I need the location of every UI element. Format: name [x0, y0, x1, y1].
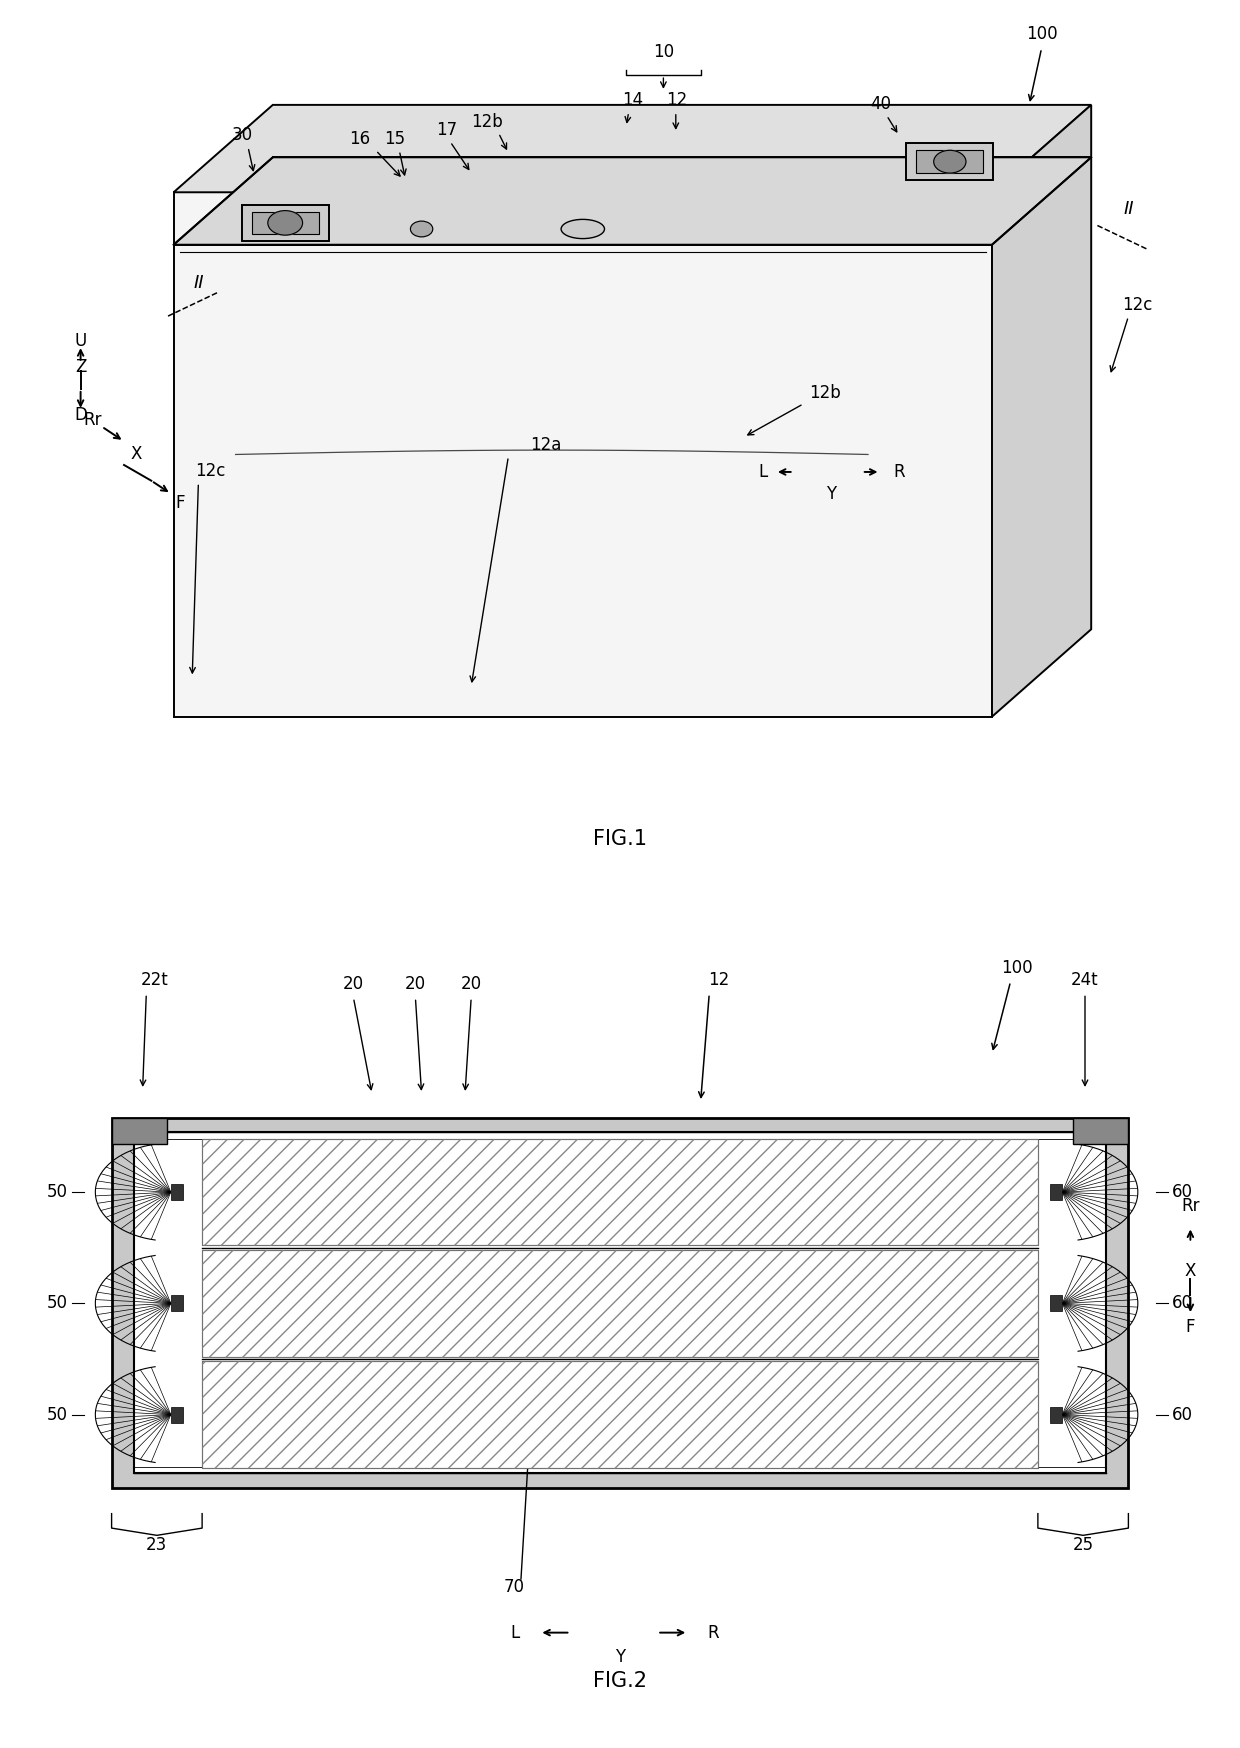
- Circle shape: [410, 222, 433, 238]
- Text: 40: 40: [870, 94, 890, 114]
- Text: 12a: 12a: [529, 435, 562, 454]
- Text: 60: 60: [1172, 1183, 1193, 1201]
- Text: 12: 12: [708, 972, 730, 989]
- Bar: [112, 1119, 1128, 1488]
- FancyBboxPatch shape: [242, 205, 329, 241]
- Polygon shape: [174, 157, 1091, 245]
- Text: F: F: [175, 493, 185, 512]
- Text: 30: 30: [231, 126, 253, 143]
- Text: 12b: 12b: [471, 112, 503, 131]
- Text: 23: 23: [146, 1536, 167, 1554]
- Text: 50: 50: [47, 1405, 68, 1423]
- Text: 12: 12: [666, 91, 688, 108]
- Text: U: U: [74, 332, 87, 350]
- Text: Y: Y: [826, 484, 836, 503]
- Bar: [202, 1140, 1038, 1245]
- Bar: [916, 150, 983, 173]
- Text: Z: Z: [74, 358, 87, 376]
- Text: 12c: 12c: [1122, 295, 1152, 315]
- FancyBboxPatch shape: [906, 143, 993, 180]
- Text: L: L: [510, 1624, 520, 1641]
- Text: II: II: [193, 274, 203, 292]
- Text: 14: 14: [621, 91, 644, 108]
- Text: L: L: [758, 463, 768, 481]
- Text: Rr: Rr: [1182, 1197, 1199, 1215]
- Text: D: D: [74, 406, 87, 425]
- Bar: [171, 1183, 184, 1201]
- Bar: [252, 212, 319, 234]
- Bar: [202, 1250, 1038, 1356]
- Text: R: R: [707, 1624, 719, 1641]
- Text: 100: 100: [1025, 24, 1058, 44]
- Bar: [202, 1362, 1038, 1468]
- Circle shape: [268, 210, 303, 234]
- Text: 20: 20: [342, 975, 365, 993]
- Text: 25: 25: [1073, 1536, 1094, 1554]
- Text: 12c: 12c: [196, 461, 226, 481]
- Text: X: X: [130, 446, 143, 463]
- Bar: [202, 1362, 1038, 1468]
- Bar: [134, 1133, 1106, 1474]
- Text: 16: 16: [348, 129, 371, 149]
- Polygon shape: [174, 192, 992, 717]
- Bar: [112, 1119, 167, 1145]
- Polygon shape: [174, 105, 1091, 192]
- Text: 15: 15: [383, 129, 405, 149]
- Bar: [1073, 1119, 1128, 1145]
- Bar: [202, 1250, 1038, 1356]
- Text: 20: 20: [460, 975, 482, 993]
- Text: F: F: [1185, 1318, 1195, 1335]
- Text: 20: 20: [404, 975, 427, 993]
- Bar: [1050, 1183, 1063, 1201]
- Text: Rr: Rr: [84, 411, 102, 428]
- Polygon shape: [992, 105, 1091, 717]
- Text: Y: Y: [615, 1648, 625, 1666]
- Bar: [171, 1407, 184, 1423]
- Bar: [1050, 1295, 1063, 1311]
- Text: II: II: [1123, 199, 1133, 218]
- Circle shape: [934, 150, 966, 173]
- Text: 100: 100: [1001, 960, 1033, 977]
- Bar: [202, 1140, 1038, 1245]
- Text: 60: 60: [1172, 1405, 1193, 1423]
- Text: 12b: 12b: [808, 383, 841, 402]
- Text: 17: 17: [435, 121, 458, 140]
- Text: 50: 50: [47, 1183, 68, 1201]
- Ellipse shape: [560, 220, 605, 239]
- Text: FIG.2: FIG.2: [593, 1671, 647, 1690]
- Text: FIG.1: FIG.1: [593, 829, 647, 850]
- Text: 60: 60: [1172, 1294, 1193, 1313]
- Text: 10: 10: [652, 42, 675, 61]
- Text: 22t: 22t: [141, 972, 169, 989]
- Text: 24t: 24t: [1071, 972, 1099, 989]
- Text: X: X: [1184, 1262, 1197, 1280]
- Bar: [171, 1295, 184, 1311]
- Bar: [1050, 1407, 1063, 1423]
- Text: R: R: [893, 463, 905, 481]
- Text: 50: 50: [47, 1294, 68, 1313]
- Text: 70: 70: [505, 1578, 525, 1596]
